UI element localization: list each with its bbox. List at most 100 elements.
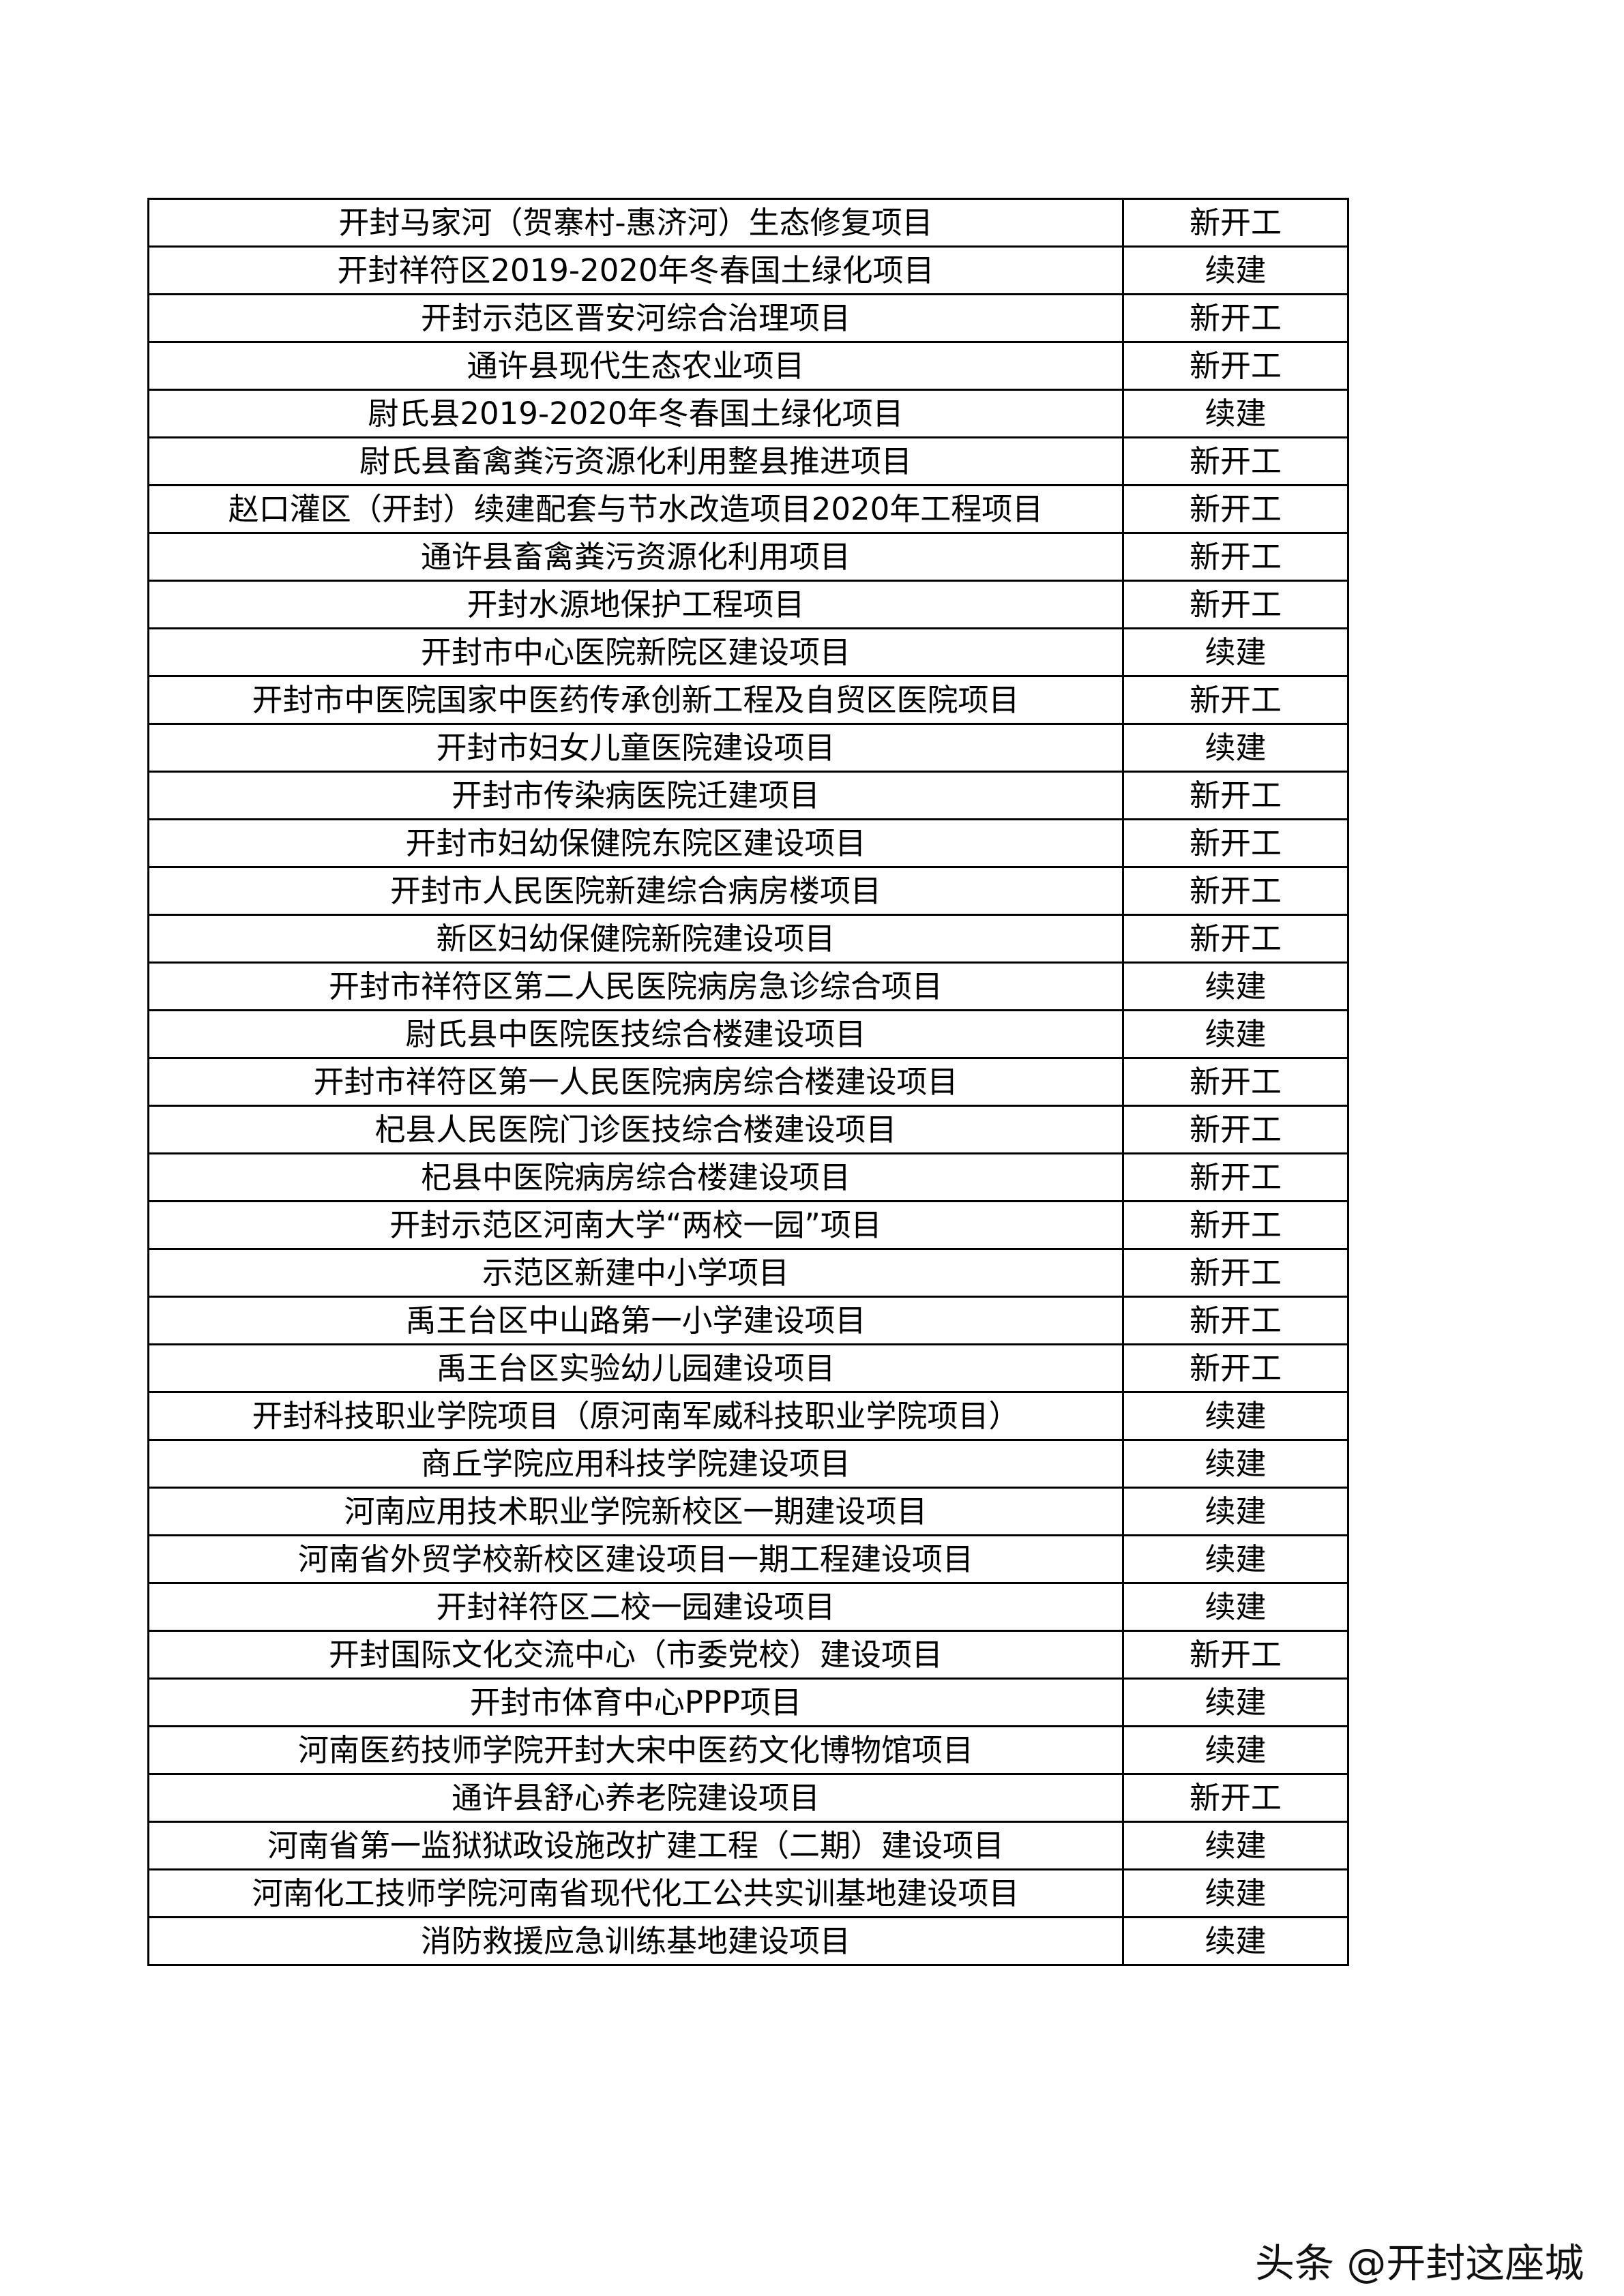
table-row: 禹王台区实验幼儿园建设项目 新开工 [147, 1343, 1349, 1393]
table-row: 禹王台区中山路第一小学建设项目 新开工 [147, 1296, 1349, 1345]
project-name: 开封市传染病医院迁建项目 [147, 771, 1124, 820]
project-status: 新开工 [1122, 818, 1349, 868]
project-status: 新开工 [1122, 1200, 1349, 1250]
project-status: 续建 [1122, 1725, 1349, 1775]
table-row: 杞县中医院病房综合楼建设项目 新开工 [147, 1152, 1349, 1202]
project-name: 开封市妇幼保健院东院区建设项目 [147, 818, 1124, 868]
table-row: 开封示范区河南大学“两校一园”项目 新开工 [147, 1200, 1349, 1250]
project-name: 开封科技职业学院项目（原河南军威科技职业学院项目） [147, 1391, 1124, 1441]
table-row: 开封国际文化交流中心（市委党校）建设项目 新开工 [147, 1630, 1349, 1680]
project-name: 河南医药技师学院开封大宋中医药文化博物馆项目 [147, 1725, 1124, 1775]
project-status: 新开工 [1122, 914, 1349, 964]
table-row: 开封市祥符区第二人民医院病房急诊综合项目 续建 [147, 961, 1349, 1011]
project-name: 禹王台区中山路第一小学建设项目 [147, 1296, 1124, 1345]
table-row: 开封市中心医院新院区建设项目 续建 [147, 627, 1349, 677]
project-status: 新开工 [1122, 293, 1349, 343]
project-status: 新开工 [1122, 532, 1349, 582]
project-name: 河南化工技师学院河南省现代化工公共实训基地建设项目 [147, 1868, 1124, 1918]
project-name: 开封祥符区2019-2020年冬春国土绿化项目 [147, 245, 1124, 295]
project-name: 杞县人民医院门诊医技综合楼建设项目 [147, 1105, 1124, 1154]
project-table: 开封马家河（贺寨村-惠济河）生态修复项目 新开工 开封祥符区2019-2020年冬春… [147, 198, 1349, 1966]
table-row: 消防救援应急训练基地建设项目 续建 [147, 1916, 1349, 1966]
project-status: 续建 [1122, 245, 1349, 295]
table-row: 通许县舒心养老院建设项目 新开工 [147, 1773, 1349, 1823]
project-status: 新开工 [1122, 771, 1349, 820]
table-row: 河南省外贸学校新校区建设项目一期工程建设项目 续建 [147, 1534, 1349, 1584]
table-row: 赵口灌区（开封）续建配套与节水改造项目2020年工程项目 新开工 [147, 484, 1349, 534]
project-status: 续建 [1122, 627, 1349, 677]
table-row: 尉氏县中医院医技综合楼建设项目 续建 [147, 1009, 1349, 1059]
project-status: 新开工 [1122, 1773, 1349, 1823]
table-row: 开封水源地保护工程项目 新开工 [147, 580, 1349, 629]
project-name: 开封市中心医院新院区建设项目 [147, 627, 1124, 677]
project-name: 尉氏县2019-2020年冬春国土绿化项目 [147, 389, 1124, 438]
project-name: 开封示范区河南大学“两校一园”项目 [147, 1200, 1124, 1250]
table-row: 开封马家河（贺寨村-惠济河）生态修复项目 新开工 [147, 198, 1349, 248]
table-row: 尉氏县2019-2020年冬春国土绿化项目 续建 [147, 389, 1349, 438]
project-name: 通许县舒心养老院建设项目 [147, 1773, 1124, 1823]
table-row: 开封科技职业学院项目（原河南军威科技职业学院项目） 续建 [147, 1391, 1349, 1441]
project-status: 续建 [1122, 1439, 1349, 1489]
project-status: 新开工 [1122, 675, 1349, 725]
project-name: 新区妇幼保健院新院建设项目 [147, 914, 1124, 964]
project-status: 新开工 [1122, 1248, 1349, 1298]
project-name: 商丘学院应用科技学院建设项目 [147, 1439, 1124, 1489]
project-status: 新开工 [1122, 1296, 1349, 1345]
project-status: 新开工 [1122, 580, 1349, 629]
table-row: 开封示范区晋安河综合治理项目 新开工 [147, 293, 1349, 343]
project-name: 杞县中医院病房综合楼建设项目 [147, 1152, 1124, 1202]
project-status: 续建 [1122, 1868, 1349, 1918]
project-status: 新开工 [1122, 436, 1349, 486]
project-status: 续建 [1122, 1009, 1349, 1059]
table-row: 通许县畜禽粪污资源化利用项目 新开工 [147, 532, 1349, 582]
table-row: 开封祥符区二校一园建设项目 续建 [147, 1582, 1349, 1632]
project-status: 新开工 [1122, 1630, 1349, 1680]
project-name: 开封市祥符区第一人民医院病房综合楼建设项目 [147, 1057, 1124, 1107]
project-name: 开封市中医院国家中医药传承创新工程及自贸区医院项目 [147, 675, 1124, 725]
project-name: 通许县现代生态农业项目 [147, 341, 1124, 391]
table-row: 尉氏县畜禽粪污资源化利用整县推进项目 新开工 [147, 436, 1349, 486]
project-status: 新开工 [1122, 341, 1349, 391]
project-name: 开封示范区晋安河综合治理项目 [147, 293, 1124, 343]
table-row: 开封市传染病医院迁建项目 新开工 [147, 771, 1349, 820]
project-name: 开封水源地保护工程项目 [147, 580, 1124, 629]
table-row: 河南医药技师学院开封大宋中医药文化博物馆项目 续建 [147, 1725, 1349, 1775]
table-row: 开封市妇幼保健院东院区建设项目 新开工 [147, 818, 1349, 868]
project-status: 新开工 [1122, 1152, 1349, 1202]
project-name: 开封祥符区二校一园建设项目 [147, 1582, 1124, 1632]
project-name: 禹王台区实验幼儿园建设项目 [147, 1343, 1124, 1393]
table-row: 河南省第一监狱狱政设施改扩建工程（二期）建设项目 续建 [147, 1821, 1349, 1870]
project-status: 续建 [1122, 1678, 1349, 1727]
project-name: 河南应用技术职业学院新校区一期建设项目 [147, 1487, 1124, 1536]
project-name: 赵口灌区（开封）续建配套与节水改造项目2020年工程项目 [147, 484, 1124, 534]
project-status: 新开工 [1122, 1057, 1349, 1107]
project-name: 开封市体育中心PPP项目 [147, 1678, 1124, 1727]
project-name: 开封国际文化交流中心（市委党校）建设项目 [147, 1630, 1124, 1680]
table-row: 开封市人民医院新建综合病房楼项目 新开工 [147, 866, 1349, 916]
project-name: 开封市妇女儿童医院建设项目 [147, 723, 1124, 773]
project-name: 河南省外贸学校新校区建设项目一期工程建设项目 [147, 1534, 1124, 1584]
project-status: 续建 [1122, 1487, 1349, 1536]
project-name: 通许县畜禽粪污资源化利用项目 [147, 532, 1124, 582]
project-status: 新开工 [1122, 198, 1349, 248]
table-row: 商丘学院应用科技学院建设项目 续建 [147, 1439, 1349, 1489]
project-status: 新开工 [1122, 1343, 1349, 1393]
project-name: 示范区新建中小学项目 [147, 1248, 1124, 1298]
project-status: 续建 [1122, 1534, 1349, 1584]
project-status: 新开工 [1122, 484, 1349, 534]
project-name: 消防救援应急训练基地建设项目 [147, 1916, 1124, 1966]
project-status: 续建 [1122, 723, 1349, 773]
project-name: 开封马家河（贺寨村-惠济河）生态修复项目 [147, 198, 1124, 248]
project-status: 续建 [1122, 1391, 1349, 1441]
project-name: 河南省第一监狱狱政设施改扩建工程（二期）建设项目 [147, 1821, 1124, 1870]
table-row: 开封祥符区2019-2020年冬春国土绿化项目 续建 [147, 245, 1349, 295]
project-name: 开封市人民医院新建综合病房楼项目 [147, 866, 1124, 916]
table-row: 通许县现代生态农业项目 新开工 [147, 341, 1349, 391]
table-row: 开封市中医院国家中医药传承创新工程及自贸区医院项目 新开工 [147, 675, 1349, 725]
project-name: 尉氏县中医院医技综合楼建设项目 [147, 1009, 1124, 1059]
table-row: 河南应用技术职业学院新校区一期建设项目 续建 [147, 1487, 1349, 1536]
table-row: 杞县人民医院门诊医技综合楼建设项目 新开工 [147, 1105, 1349, 1154]
project-status: 续建 [1122, 961, 1349, 1011]
project-status: 新开工 [1122, 1105, 1349, 1154]
table-row: 河南化工技师学院河南省现代化工公共实训基地建设项目 续建 [147, 1868, 1349, 1918]
